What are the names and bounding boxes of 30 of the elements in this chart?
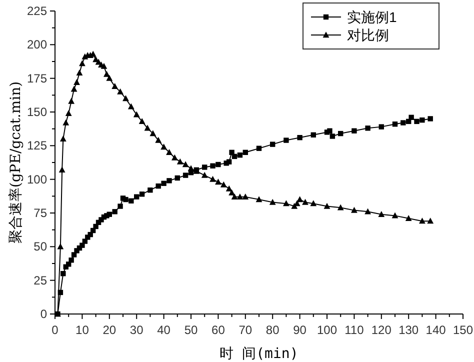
legend-label: 对比例 (347, 27, 389, 43)
x-tick-label: 50 (184, 323, 198, 337)
x-tick-label: 40 (157, 323, 171, 337)
x-tick-label: 110 (344, 323, 364, 337)
x-axis-title: 时 间(min) (220, 346, 298, 362)
x-tick-label: 130 (398, 323, 419, 337)
x-tick-label: 0 (52, 323, 59, 337)
y-tick-label: 200 (26, 38, 48, 52)
y-tick-label: 100 (26, 172, 48, 186)
y-tick-label: 0 (40, 307, 48, 321)
x-tick-label: 70 (238, 323, 252, 337)
y-tick-label: 50 (34, 240, 48, 254)
x-tick-label: 30 (130, 323, 144, 337)
y-tick-label: 150 (26, 105, 48, 119)
x-tick-label: 120 (371, 323, 392, 337)
y-tick-label: 175 (26, 71, 48, 86)
x-tick-label: 10 (76, 323, 90, 337)
y-axis-title: 聚合速率(gPE/gcat.min) (8, 81, 24, 244)
x-tick-label: 90 (293, 323, 307, 337)
x-tick-label: 20 (102, 323, 116, 337)
x-tick-label: 80 (266, 323, 280, 337)
x-tick-label: 140 (426, 323, 446, 337)
legend-label: 实施例1 (347, 9, 397, 25)
y-tick-label: 125 (26, 138, 48, 153)
y-tick-label: 225 (26, 4, 48, 18)
x-tick-label: 60 (212, 323, 226, 337)
y-tick-label: 25 (34, 273, 48, 288)
x-tick-label: 150 (452, 323, 474, 337)
y-tick-label: 75 (34, 206, 48, 220)
x-tick-label: 100 (316, 323, 338, 337)
